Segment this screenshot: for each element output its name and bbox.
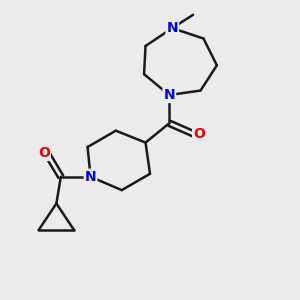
- Text: N: N: [164, 88, 175, 102]
- Text: N: N: [85, 170, 96, 184]
- Text: O: O: [38, 146, 50, 160]
- Text: N: N: [167, 21, 178, 35]
- Text: O: O: [193, 127, 205, 141]
